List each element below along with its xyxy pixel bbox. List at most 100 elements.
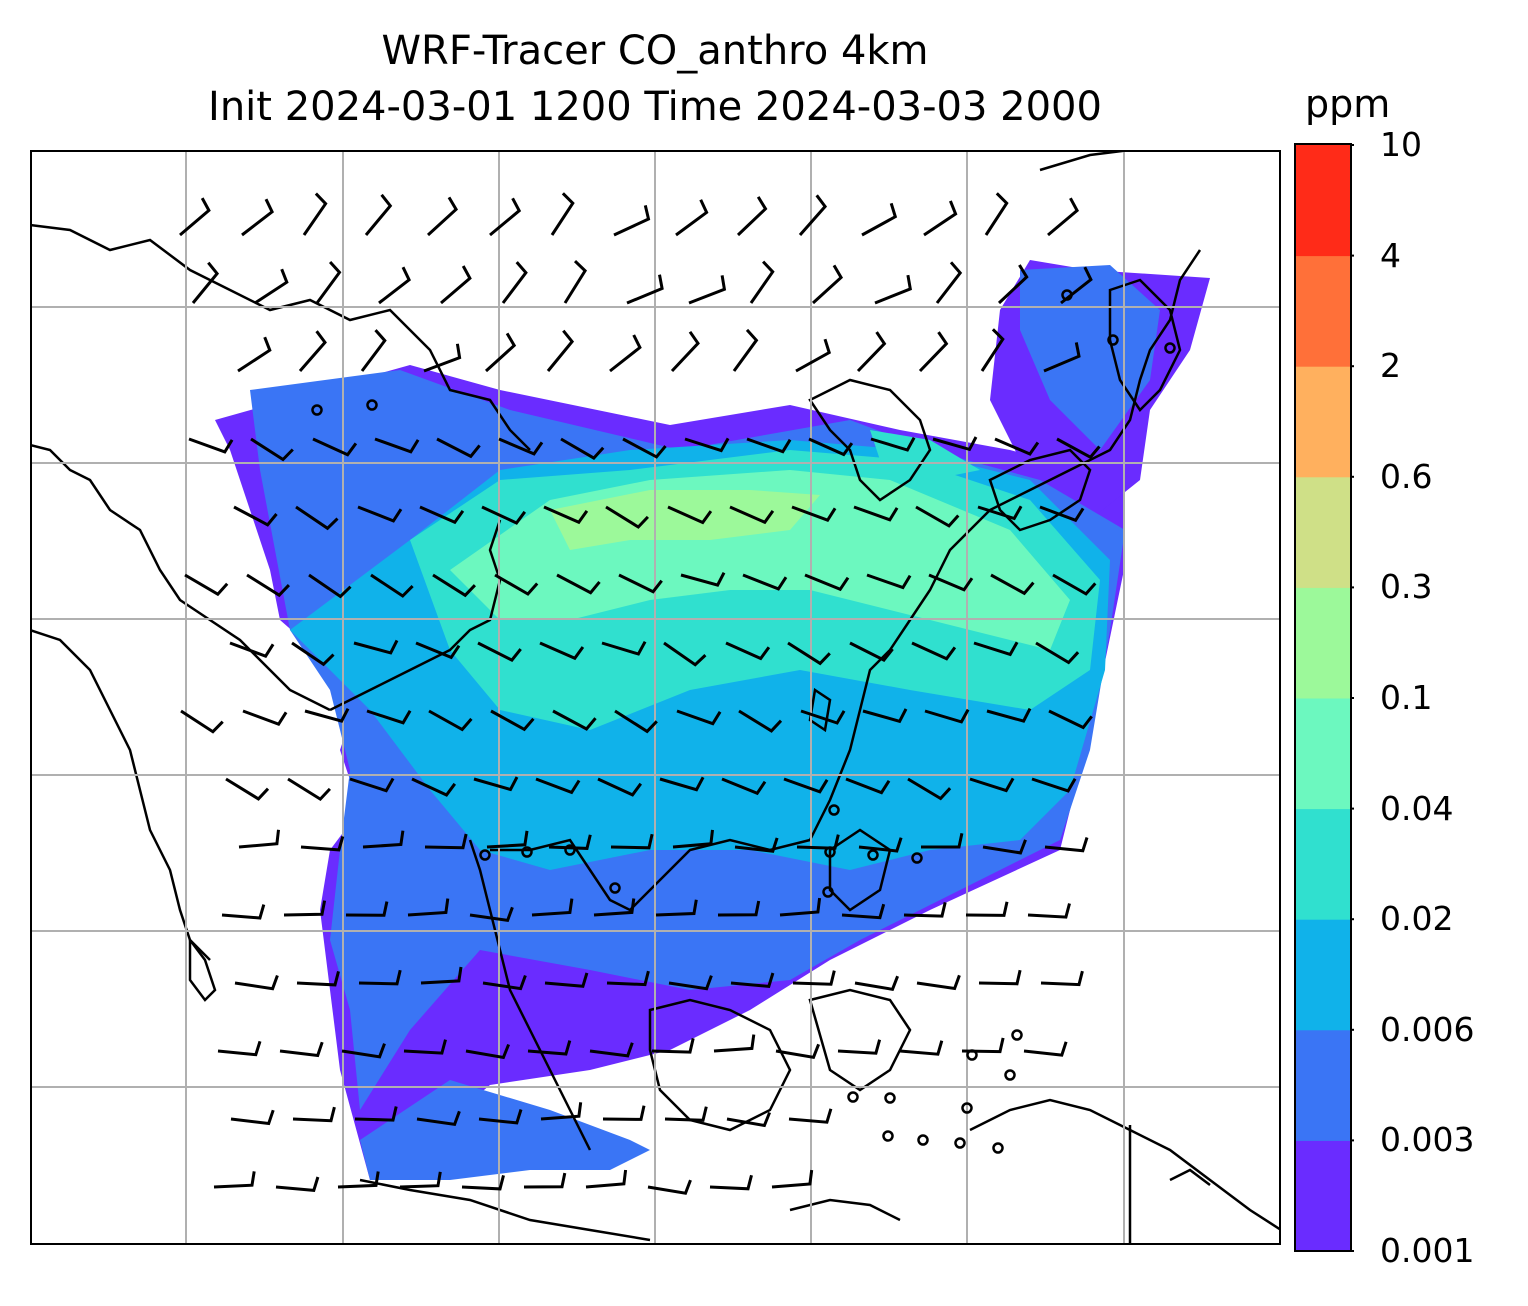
wind-barb [1056,437,1101,460]
wind-barb [366,709,412,725]
colorbar-block [1296,476,1351,588]
wind-barb [796,834,840,850]
colorbar-block [1296,1029,1351,1141]
wind-barb [296,971,340,987]
wind-barb [899,1040,944,1056]
wind-barb [853,505,899,522]
wind-barb [911,641,957,661]
colorbar-block [1296,145,1351,257]
wind-barb [787,641,831,666]
colorbar-tick-label: 0.006 [1380,1009,1475,1049]
wind-barb [531,898,574,917]
calm-marker [917,1134,929,1146]
wind-barb [841,903,886,920]
calm-marker [911,852,923,864]
calm-marker [828,804,840,816]
wind-barb [354,1106,398,1122]
wind-barb [730,972,775,989]
wind-barb [732,328,759,372]
wind-barb [923,200,958,237]
wind-barb [672,829,714,849]
wind-barb [589,1042,634,1058]
wind-barb [980,328,1005,372]
wind-barb [341,1043,386,1059]
wind-barb [473,776,519,792]
wind-barb [494,573,539,596]
wind-barb [861,202,898,237]
wind-barb [469,906,514,923]
wind-barb [613,205,651,237]
colorbar-block [1296,1140,1351,1252]
calm-marker [311,404,323,416]
wind-barb [353,639,399,655]
wind-barb [357,505,403,523]
calm-marker [1004,1069,1016,1081]
wind-barbs [179,192,1101,1195]
colorbar-block [1296,698,1351,810]
wind-barb [229,641,275,659]
wind-barb [233,505,278,527]
wind-barb [292,1106,336,1123]
wind-barb [655,899,698,917]
wind-barb [713,1034,756,1053]
wind-barb [973,641,1019,657]
wind-barb [664,1106,708,1122]
wind-barb [424,833,468,850]
wind-barb [345,901,389,917]
wind-barb [845,777,891,795]
wind-barb [481,505,527,525]
wind-barb [482,974,527,991]
wind-barb [746,437,792,454]
wind-barb [416,1110,461,1127]
wind-barb [560,437,605,461]
colorbar-block [1296,255,1351,367]
wind-barb [961,1037,1005,1054]
wind-barb [436,437,481,459]
wind-barb [736,196,768,237]
wind-barb [420,966,463,985]
calm-marker [1107,334,1119,346]
wind-barb [792,970,836,986]
calm-marker [867,849,879,861]
wind-barb [749,260,775,304]
wind-barb [804,573,850,592]
calm-marker [847,1091,859,1103]
wind-barb [977,505,1023,521]
wind-barb [465,1043,510,1060]
wind-barb [709,1174,753,1191]
wind-barb [370,573,414,598]
wind-barb [552,709,597,731]
wind-barb [684,437,730,453]
wind-barb [675,199,709,237]
wind-barb [676,709,722,726]
wind-barb [1044,837,1089,853]
wind-barb [969,777,1015,793]
wind-barb [1047,197,1080,237]
wind-barb [432,573,476,598]
wind-barb [461,1175,505,1191]
wind-barb [550,192,575,236]
wind-barb [523,1172,567,1189]
wind-barb [862,708,908,724]
colorbar-tick-label: 10 [1380,125,1422,164]
wind-barb [986,707,1032,723]
colorbar-tick-label: 0.6 [1380,456,1433,496]
wind-barb [415,641,461,660]
calm-marker [824,846,836,858]
wind-barb [484,332,517,373]
wind-barb [903,902,947,918]
wind-barb [1048,709,1093,730]
wind-barb [279,1041,324,1058]
calm-marker [1011,1029,1023,1041]
wind-barb [426,196,459,237]
wind-barb [932,436,978,452]
colorbar-block [1296,808,1351,920]
wind-barb [918,331,949,373]
wind-barb [935,261,963,304]
wind-barb [874,274,912,305]
wind-barb [858,837,903,853]
wind-barb [990,573,1035,596]
map-frame [30,150,1281,1245]
wind-barb [585,1169,628,1189]
calm-marker [961,1102,973,1114]
